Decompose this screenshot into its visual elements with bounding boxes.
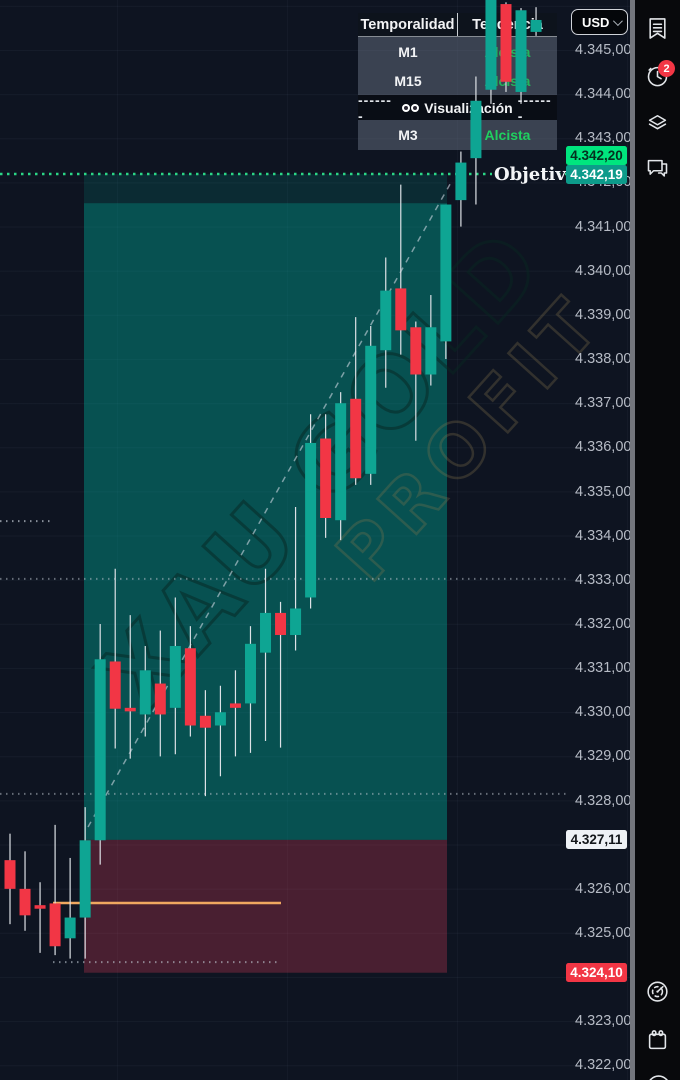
candle-body [335, 403, 347, 521]
candle-body [199, 715, 211, 728]
candle-body [305, 442, 317, 598]
currency-dropdown[interactable]: USD [571, 9, 628, 35]
trend-value: Alcista [484, 127, 531, 143]
chat-icon[interactable] [644, 155, 671, 182]
candle-body [214, 712, 226, 726]
candle-body [64, 917, 76, 939]
candle-body [4, 860, 16, 889]
stop-zone [84, 839, 447, 973]
candle-body [395, 288, 407, 331]
candle-body [380, 290, 392, 351]
trendline [87, 183, 451, 828]
candle-body [169, 646, 181, 708]
mtf-row-m3: M3 Alcista [358, 120, 557, 150]
candle-body [515, 10, 527, 92]
vertical-scrollbar[interactable] [630, 0, 635, 1080]
candle-body [184, 648, 196, 726]
candle-body [365, 345, 377, 474]
candle-body [290, 608, 302, 635]
candle-body [425, 327, 437, 375]
watchlist-icon[interactable] [644, 15, 671, 42]
chevron-down-icon [612, 15, 623, 26]
radar-icon[interactable] [644, 977, 671, 1004]
candle-body [350, 398, 362, 479]
candle-body [139, 670, 151, 715]
candle-body [79, 840, 91, 918]
candle-body [49, 903, 61, 947]
candle-body [94, 659, 106, 841]
candle-body [109, 661, 121, 709]
candle-body [229, 703, 241, 708]
header-temporalidad: Temporalidad [358, 13, 458, 36]
right-toolbar: 2 [635, 0, 680, 1080]
candle-body [275, 612, 287, 635]
divider-dashes-left: ------- [358, 91, 392, 124]
chart-canvas[interactable]: XAU GOLD PROFIT Temporalidad Tendencia M… [0, 0, 631, 1080]
candle-body [320, 438, 332, 518]
candle-body [530, 19, 542, 32]
candle-body [500, 4, 512, 82]
candle-body [19, 888, 31, 916]
candle-body [244, 643, 256, 704]
currency-value: USD [582, 14, 610, 30]
candlestick-plot [0, 0, 567, 964]
candle-body [410, 327, 422, 375]
timeframe-label: M3 [398, 127, 418, 143]
alerts-badge: 2 [658, 60, 675, 77]
divider-dashes-right: ------- [517, 91, 552, 124]
candle-body [485, 0, 497, 90]
timeframe-label: M15 [394, 73, 422, 89]
candle-body [440, 204, 452, 342]
candle-body [455, 162, 467, 201]
circle-partial-icon[interactable] [644, 1062, 671, 1080]
candle-body [260, 612, 272, 653]
calendar-icon[interactable] [644, 1027, 671, 1054]
candle-body [34, 905, 46, 909]
candle-body [154, 683, 166, 715]
candle-body [124, 707, 136, 712]
timeframe-label: M1 [398, 44, 418, 60]
layers-icon[interactable] [644, 109, 671, 136]
objetivo-label: Objetivo [494, 164, 578, 185]
goggles-icon [402, 103, 420, 112]
candle-body [470, 100, 482, 159]
